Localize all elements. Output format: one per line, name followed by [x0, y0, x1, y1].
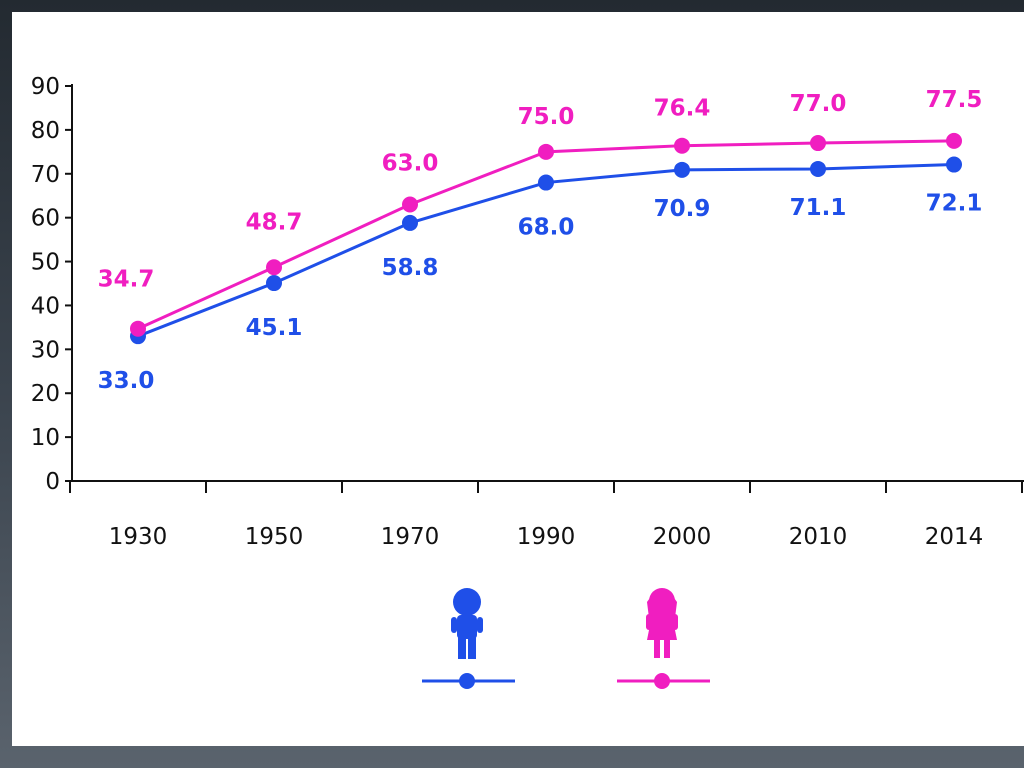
data-label: 58.8	[382, 255, 439, 281]
figure-hair	[647, 591, 677, 618]
legend	[422, 588, 710, 689]
boy-figure-icon	[451, 588, 483, 659]
data-point	[946, 156, 962, 173]
life-expectancy-chart: 0 10 20 30 40 50 60 70 80 90 1930 1950 1970 1990 2000…	[31, 74, 1024, 689]
series-blue: 33.0 45.1 58.8 68.0 70.9 71.1 72.1	[98, 156, 983, 394]
data-point	[402, 214, 418, 231]
data-label: 77.0	[790, 91, 847, 117]
legend-item-blue	[422, 588, 515, 689]
data-label: 71.1	[790, 195, 847, 221]
data-label: 34.7	[98, 267, 155, 293]
data-point	[810, 135, 826, 152]
figure-leg	[458, 637, 466, 659]
figure-leg	[468, 637, 476, 659]
y-tick-label: 10	[31, 425, 60, 451]
figure-leg	[654, 640, 660, 658]
x-tick-label: 1990	[517, 524, 576, 550]
data-point	[674, 161, 690, 178]
data-label: 63.0	[382, 151, 439, 177]
figure-body	[457, 615, 477, 639]
data-label: 70.9	[654, 196, 711, 222]
chart-panel: 0 10 20 30 40 50 60 70 80 90 1930 1950 1970 1990 2000…	[12, 12, 1024, 746]
x-tick-label: 2000	[653, 524, 712, 550]
y-tick-label: 80	[31, 118, 60, 144]
girl-figure-icon	[646, 588, 678, 658]
figure-leg	[664, 640, 670, 658]
data-label: 77.5	[926, 87, 983, 113]
y-tick-label: 70	[31, 162, 60, 188]
data-label: 48.7	[246, 209, 303, 235]
data-label: 45.1	[246, 315, 303, 341]
figure-dress	[647, 615, 677, 640]
y-tick-label: 50	[31, 250, 60, 276]
y-tick-label: 60	[31, 206, 60, 232]
legend-swatch-marker	[654, 673, 670, 689]
series-pink: 34.7 48.7 63.0 75.0 76.4 77.0 77.5	[98, 87, 983, 337]
x-axis: 1930 1950 1970 1990 2000 2010 2014	[69, 480, 1024, 550]
data-label: 76.4	[654, 96, 711, 122]
y-tick-label: 0	[45, 469, 60, 495]
x-tick-label: 2010	[789, 524, 848, 550]
data-point	[674, 137, 690, 154]
data-point	[130, 320, 146, 337]
legend-item-pink	[617, 588, 710, 689]
data-point	[946, 132, 962, 149]
y-tick-label: 30	[31, 337, 60, 363]
figure-arm	[451, 617, 457, 633]
legend-swatch-marker	[459, 673, 475, 689]
data-point	[538, 143, 554, 160]
x-tick-label: 1950	[245, 524, 304, 550]
data-label: 68.0	[518, 215, 575, 241]
y-tick-label: 20	[31, 381, 60, 407]
data-point	[810, 160, 826, 177]
data-label: 72.1	[926, 191, 983, 217]
figure-arm	[477, 617, 483, 633]
data-point	[402, 196, 418, 213]
x-tick-label: 1970	[381, 524, 440, 550]
y-axis: 0 10 20 30 40 50 60 70 80 90	[31, 74, 73, 495]
data-point	[266, 275, 282, 292]
data-label: 33.0	[98, 368, 155, 394]
y-tick-label: 40	[31, 293, 60, 319]
data-point	[266, 259, 282, 276]
figure-head	[453, 588, 481, 616]
series-layer: 33.0 45.1 58.8 68.0 70.9 71.1 72.1 34.7 48.7 63.0…	[98, 87, 983, 394]
data-point	[538, 174, 554, 191]
x-tick-label: 1930	[109, 524, 168, 550]
x-tick-label: 2014	[925, 524, 984, 550]
data-label: 75.0	[518, 104, 575, 130]
y-tick-label: 90	[31, 74, 60, 100]
